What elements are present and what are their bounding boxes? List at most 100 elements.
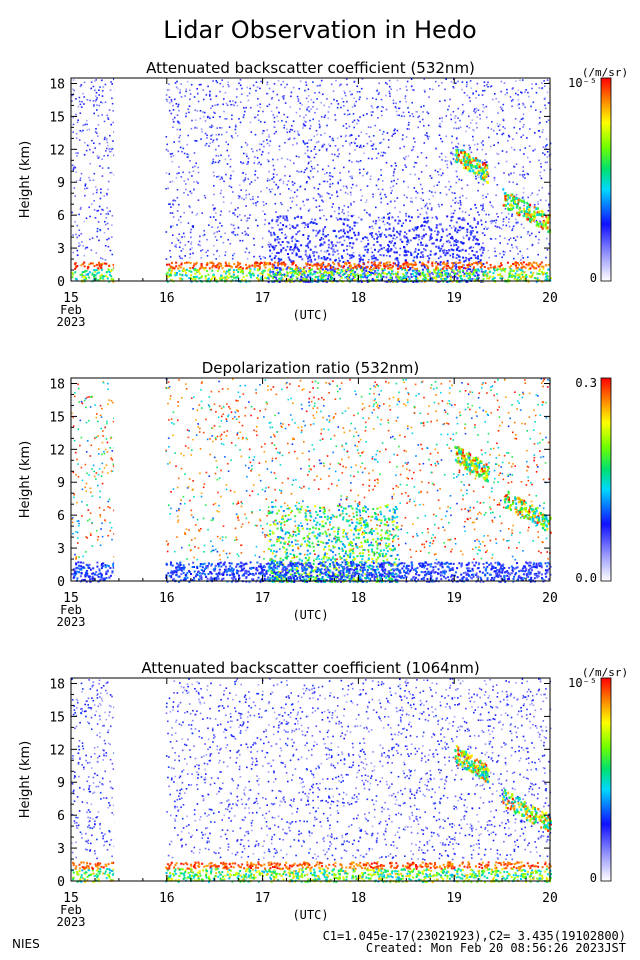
signal-speck (302, 127, 304, 129)
boundary-layer-speck (402, 265, 405, 268)
haze-speck (300, 275, 303, 278)
signal-speck (211, 162, 214, 165)
boundary-layer-speck (527, 264, 530, 267)
boundary-layer-speck (268, 273, 271, 276)
signal-speck (394, 128, 396, 131)
signal-speck (428, 227, 431, 230)
signal-speck (441, 120, 443, 123)
boundary-layer-speck (503, 270, 506, 273)
signal-speck (273, 116, 276, 119)
signal-speck (509, 237, 512, 240)
signal-speck (248, 251, 251, 254)
boundary-layer-speck (100, 264, 103, 267)
signal-speck (397, 232, 400, 235)
cirrus-speck (477, 172, 480, 176)
signal-speck (528, 95, 530, 98)
boundary-layer-speck (545, 274, 548, 277)
signal-speck (271, 97, 273, 99)
signal-speck (440, 174, 443, 177)
signal-speck (320, 79, 323, 82)
signal-speck (107, 154, 109, 157)
haze-speck (312, 222, 315, 225)
signal-speck (288, 138, 291, 140)
boundary-layer-speck (257, 262, 260, 265)
signal-speck (429, 175, 432, 177)
signal-speck (498, 416, 501, 418)
boundary-layer-speck (184, 274, 187, 277)
boundary-layer-speck (317, 276, 319, 279)
signal-speck (178, 379, 180, 381)
boundary-layer-speck (400, 278, 403, 281)
signal-speck (501, 133, 503, 136)
cirrus-speck (472, 169, 475, 173)
signal-speck (72, 79, 75, 81)
signal-speck (186, 143, 188, 146)
signal-speck (110, 81, 112, 83)
signal-speck (331, 153, 333, 155)
haze-speck (482, 263, 485, 265)
signal-speck (438, 181, 440, 183)
signal-speck (434, 191, 437, 194)
boundary-layer-speck (366, 275, 369, 277)
signal-speck (72, 471, 75, 474)
boundary-layer-speck (255, 264, 258, 267)
x-tick-label: 20 (542, 291, 558, 306)
signal-speck (372, 227, 374, 230)
signal-speck (439, 125, 442, 128)
signal-speck (450, 244, 452, 247)
signal-speck (224, 92, 227, 94)
signal-speck (371, 225, 373, 228)
signal-speck (369, 214, 371, 217)
signal-speck (366, 211, 368, 214)
signal-speck (216, 239, 218, 241)
signal-speck (540, 166, 542, 168)
signal-speck (318, 183, 321, 185)
signal-speck (96, 235, 98, 238)
haze-speck (455, 249, 458, 251)
boundary-layer-speck (424, 276, 427, 279)
boundary-layer-speck (208, 267, 211, 270)
signal-speck (108, 147, 111, 150)
signal-speck (240, 146, 243, 148)
signal-speck (404, 249, 406, 251)
boundary-layer-speck (166, 263, 168, 266)
boundary-layer-speck (318, 264, 321, 267)
haze-speck (300, 216, 303, 219)
signal-speck (297, 133, 299, 135)
signal-speck (461, 194, 464, 197)
signal-speck (89, 215, 91, 218)
signal-speck (307, 245, 309, 247)
signal-speck (519, 149, 521, 151)
signal-speck (387, 139, 390, 141)
signal-speck (201, 249, 204, 251)
signal-speck (474, 203, 476, 206)
signal-speck (355, 100, 357, 103)
signal-speck (418, 177, 420, 180)
haze-speck (295, 224, 298, 227)
boundary-layer-speck (361, 266, 364, 269)
signal-speck (194, 139, 196, 142)
signal-speck (383, 223, 386, 226)
boundary-layer-speck (287, 278, 290, 281)
signal-speck (476, 126, 478, 129)
signal-speck (333, 210, 336, 213)
haze-speck (456, 272, 459, 275)
signal-speck (370, 126, 372, 129)
boundary-layer-speck (465, 272, 468, 275)
signal-speck (448, 105, 450, 107)
signal-speck (282, 182, 285, 185)
signal-speck (197, 243, 200, 246)
signal-speck (245, 232, 248, 235)
boundary-layer-speck (327, 264, 330, 266)
boundary-layer-speck (320, 267, 322, 270)
signal-speck (97, 157, 100, 159)
signal-speck (218, 159, 221, 162)
boundary-layer-speck (457, 262, 460, 264)
signal-speck (351, 177, 353, 179)
signal-speck (247, 178, 250, 180)
boundary-layer-speck (408, 278, 411, 280)
signal-speck (319, 209, 321, 212)
cirrus-speck (481, 169, 484, 173)
signal-speck (438, 205, 441, 208)
signal-speck (111, 253, 114, 256)
